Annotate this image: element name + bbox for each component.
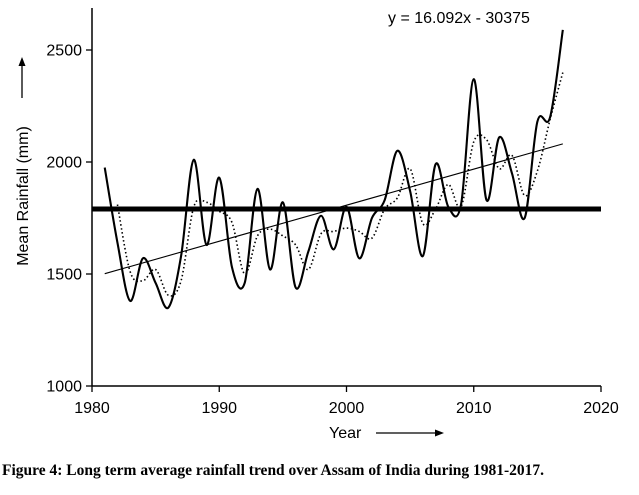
plot-area: 1000 1500 2000 2500 1980 1990 2000 2010 2020: [46, 8, 619, 417]
y-tick-label: 1000: [46, 379, 82, 396]
y-tick-label: 1500: [46, 267, 82, 284]
moving-average-line: [116, 72, 564, 297]
x-tick-label: 1980: [74, 400, 110, 417]
trendline-equation: y = 16.092x - 30375: [388, 10, 530, 27]
x-axis-label: Year: [329, 425, 362, 442]
y-tick-label: 2000: [46, 155, 82, 172]
x-tick-label: 2000: [329, 400, 365, 417]
x-axis-label-arrow: [376, 429, 444, 437]
rainfall-series-line: [103, 29, 564, 310]
y-axis-label: Mean Rainfall (mm): [15, 126, 32, 266]
x-tick-label: 2020: [583, 400, 619, 417]
rainfall-chart: 1000 1500 2000 2500 1980 1990 2000 2010 2020 y =…: [15, 8, 619, 442]
x-tick-label: 2010: [456, 400, 492, 417]
y-axis-label-arrow: [18, 57, 26, 98]
x-tick-label: 1990: [201, 400, 237, 417]
figure-caption: Figure 4: Long term average rainfall tre…: [2, 462, 545, 479]
y-tick-label: 2500: [46, 43, 82, 60]
